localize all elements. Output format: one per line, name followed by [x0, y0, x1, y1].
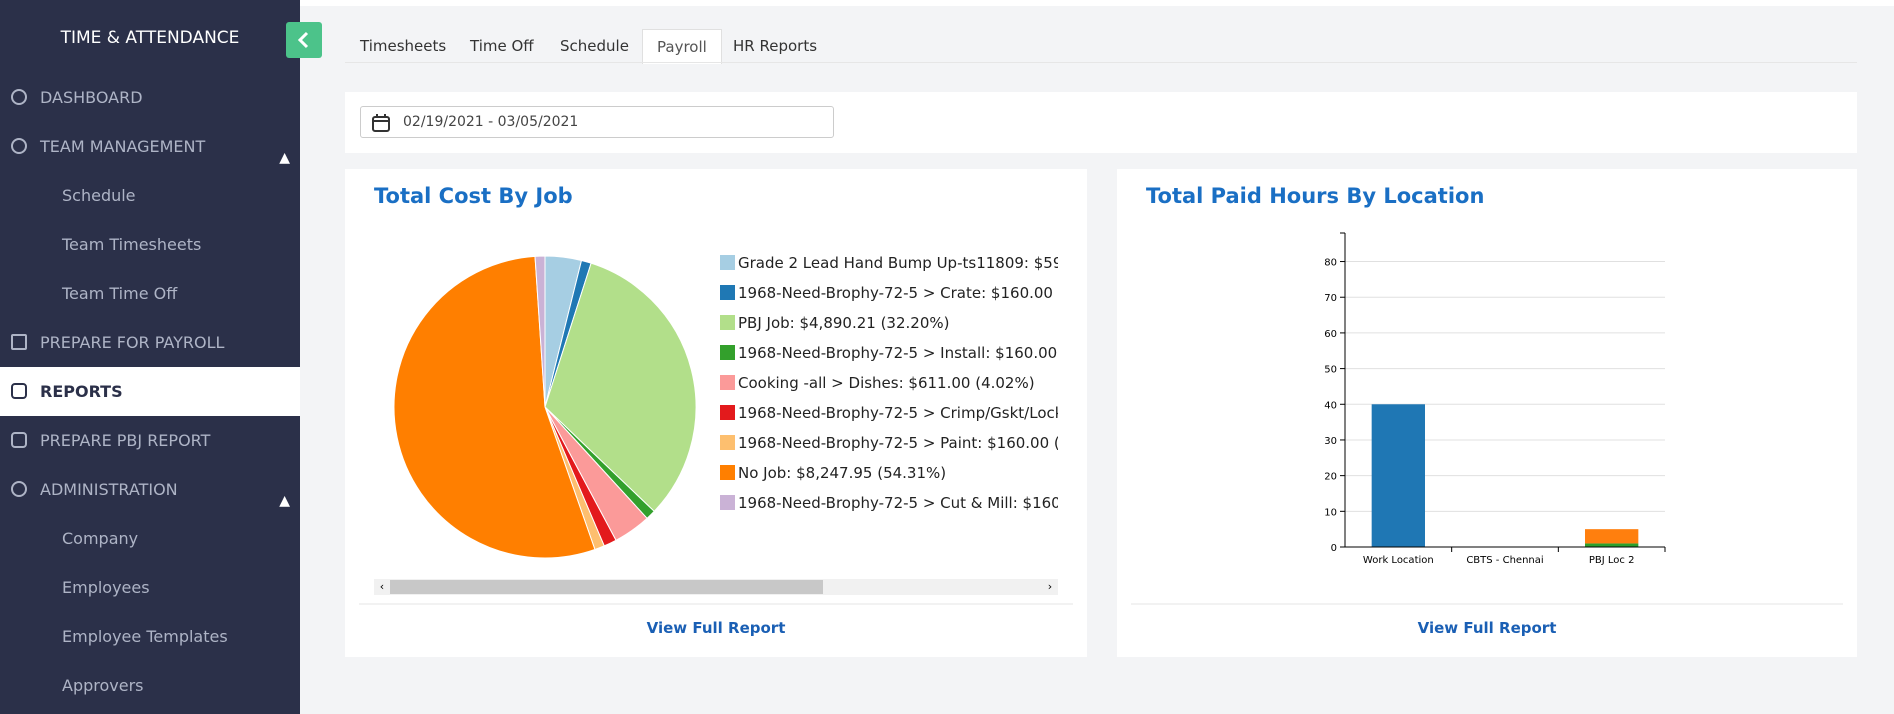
menu-item[interactable]: DASHBOARD [0, 73, 300, 122]
legend-label: 1968-Need-Brophy-72-5 > Crimp/Gskt/Lock/… [738, 404, 1084, 422]
y-tick-label: 60 [1324, 329, 1337, 340]
y-tick-label: 20 [1324, 472, 1337, 483]
menu-label: REPORTS [40, 382, 123, 401]
tab[interactable]: Time Off [470, 37, 534, 55]
menu-item[interactable]: Team Timesheets [0, 220, 300, 269]
tab-divider [345, 62, 1857, 63]
menu-label: Team Timesheets [62, 235, 202, 254]
pie-slice [393, 255, 596, 559]
menu-item[interactable]: Approvers [0, 661, 300, 710]
y-tick-label: 80 [1324, 258, 1337, 269]
menu-item[interactable]: Employee Templates [0, 612, 300, 661]
pie-slice [544, 262, 697, 513]
menu-label: TEAM MANAGEMENT [40, 137, 206, 156]
y-tick-label: 10 [1324, 507, 1337, 518]
view-report-link[interactable]: View Full Report [1417, 619, 1557, 637]
menu-label: Employee Templates [62, 627, 228, 646]
menu-item[interactable]: TEAM MANAGEMENT ▲ [0, 122, 300, 171]
legend-swatch [720, 285, 735, 300]
legend-swatch [720, 255, 735, 270]
scrollbar-thumb[interactable] [390, 580, 823, 594]
x-tick-label: CBTS - Chennai [1466, 555, 1543, 566]
chart-card: 0 10 20 30 40 50 60 70 80 Work Location CBTS - Che… [1117, 169, 1857, 657]
menu-label: Schedule [62, 186, 136, 205]
legend-swatch [720, 345, 735, 360]
sidebar: TIME & ATTENDANCE DASHBOARD TEAM MANAGEM… [0, 0, 300, 714]
menu-item[interactable]: ADMINISTRATION ▲ [0, 465, 300, 514]
menu-label: PREPARE FOR PAYROLL [40, 333, 225, 352]
tab[interactable]: Timesheets [360, 37, 447, 55]
y-tick-label: 0 [1331, 543, 1337, 554]
chart-card: Grade 2 Lead Hand Bump Up-ts11809: $590.… [345, 169, 1087, 657]
menu-label: Approvers [62, 676, 144, 695]
pie-slice [534, 255, 546, 408]
tab[interactable]: Payroll [642, 29, 722, 64]
y-tick-label: 50 [1324, 365, 1337, 376]
x-tick-label: Work Location [1363, 555, 1434, 566]
filter-card: 02/19/2021 - 03/05/2021 [345, 92, 1857, 153]
legend-swatch [720, 465, 735, 480]
menu-label: Team Time Off [62, 284, 178, 303]
legend: Grade 2 Lead Hand Bump Up-ts11809: $590.… [720, 254, 1087, 512]
y-tick-label: 40 [1324, 400, 1337, 411]
y-tick-label: 70 [1324, 293, 1337, 304]
sidebar-toggle[interactable] [286, 22, 322, 58]
scroll-right[interactable]: › [1048, 580, 1052, 593]
legend-swatch [720, 315, 735, 330]
menu-label: ADMINISTRATION [40, 480, 178, 499]
date-range-input[interactable]: 02/19/2021 - 03/05/2021 [360, 106, 834, 138]
legend-label: 1968-Need-Brophy-72-5 > Paint: $160.00 (… [738, 434, 1087, 452]
bar [1585, 543, 1639, 547]
legend-swatch [720, 435, 735, 450]
menu-item[interactable]: REPORTS [0, 367, 300, 416]
scroll-left[interactable]: ‹ [380, 580, 384, 593]
legend-label: Cooking -all > Dishes: $611.00 (4.02%) [738, 374, 1035, 392]
menu-item[interactable]: Team Time Off [0, 269, 300, 318]
chart: 0 10 20 30 40 50 60 70 80 Work Location CBTS - Che… [1131, 232, 1843, 605]
legend-swatch [720, 495, 735, 510]
menu-item[interactable]: Schedule [0, 171, 300, 220]
menu-label: DASHBOARD [40, 88, 143, 107]
menu-label: Company [62, 529, 139, 548]
menu-item[interactable]: PREPARE FOR PAYROLL [0, 318, 300, 367]
x-tick-label: PBJ Loc 2 [1589, 555, 1635, 566]
legend-swatch [720, 405, 735, 420]
app-title: TIME & ATTENDANCE [60, 28, 240, 48]
y-tick-label: 30 [1324, 436, 1337, 447]
tab[interactable]: Schedule [560, 37, 629, 55]
menu-label: Employees [62, 578, 150, 597]
view-report-link[interactable]: View Full Report [646, 619, 786, 637]
legend-swatch [720, 375, 735, 390]
date-range: 02/19/2021 - 03/05/2021 [403, 114, 579, 130]
top-bar [300, 0, 1894, 6]
menu-item[interactable]: PREPARE PBJ REPORT [0, 416, 300, 465]
chart-title: Total Paid Hours By Location [1146, 184, 1485, 208]
legend-label: No Job: $8,247.95 (54.31%) [738, 464, 946, 482]
legend-label: 1968-Need-Brophy-72-5 > Install: $160.00… [738, 344, 1087, 362]
calendar-icon [372, 114, 390, 132]
menu-item[interactable]: Company [0, 514, 300, 563]
legend-label: 1968-Need-Brophy-72-5 > Crate: $160.00 (… [738, 284, 1087, 302]
legend-label: PBJ Job: $4,890.21 (32.20%) [738, 314, 949, 332]
toggle-icon [297, 31, 309, 49]
chart-title: Total Cost By Job [374, 184, 573, 208]
legend-label: Grade 2 Lead Hand Bump Up-ts11809: $590.… [738, 254, 1087, 272]
chart: Grade 2 Lead Hand Bump Up-ts11809: $590.… [359, 254, 1087, 605]
menu-item[interactable]: Employees [0, 563, 300, 612]
tab[interactable]: HR Reports [733, 37, 818, 55]
menu-label: PREPARE PBJ REPORT [40, 431, 211, 450]
bar [1371, 404, 1425, 547]
bar [1585, 529, 1639, 544]
legend-label: 1968-Need-Brophy-72-5 > Cut & Mill: $160… [738, 494, 1087, 512]
